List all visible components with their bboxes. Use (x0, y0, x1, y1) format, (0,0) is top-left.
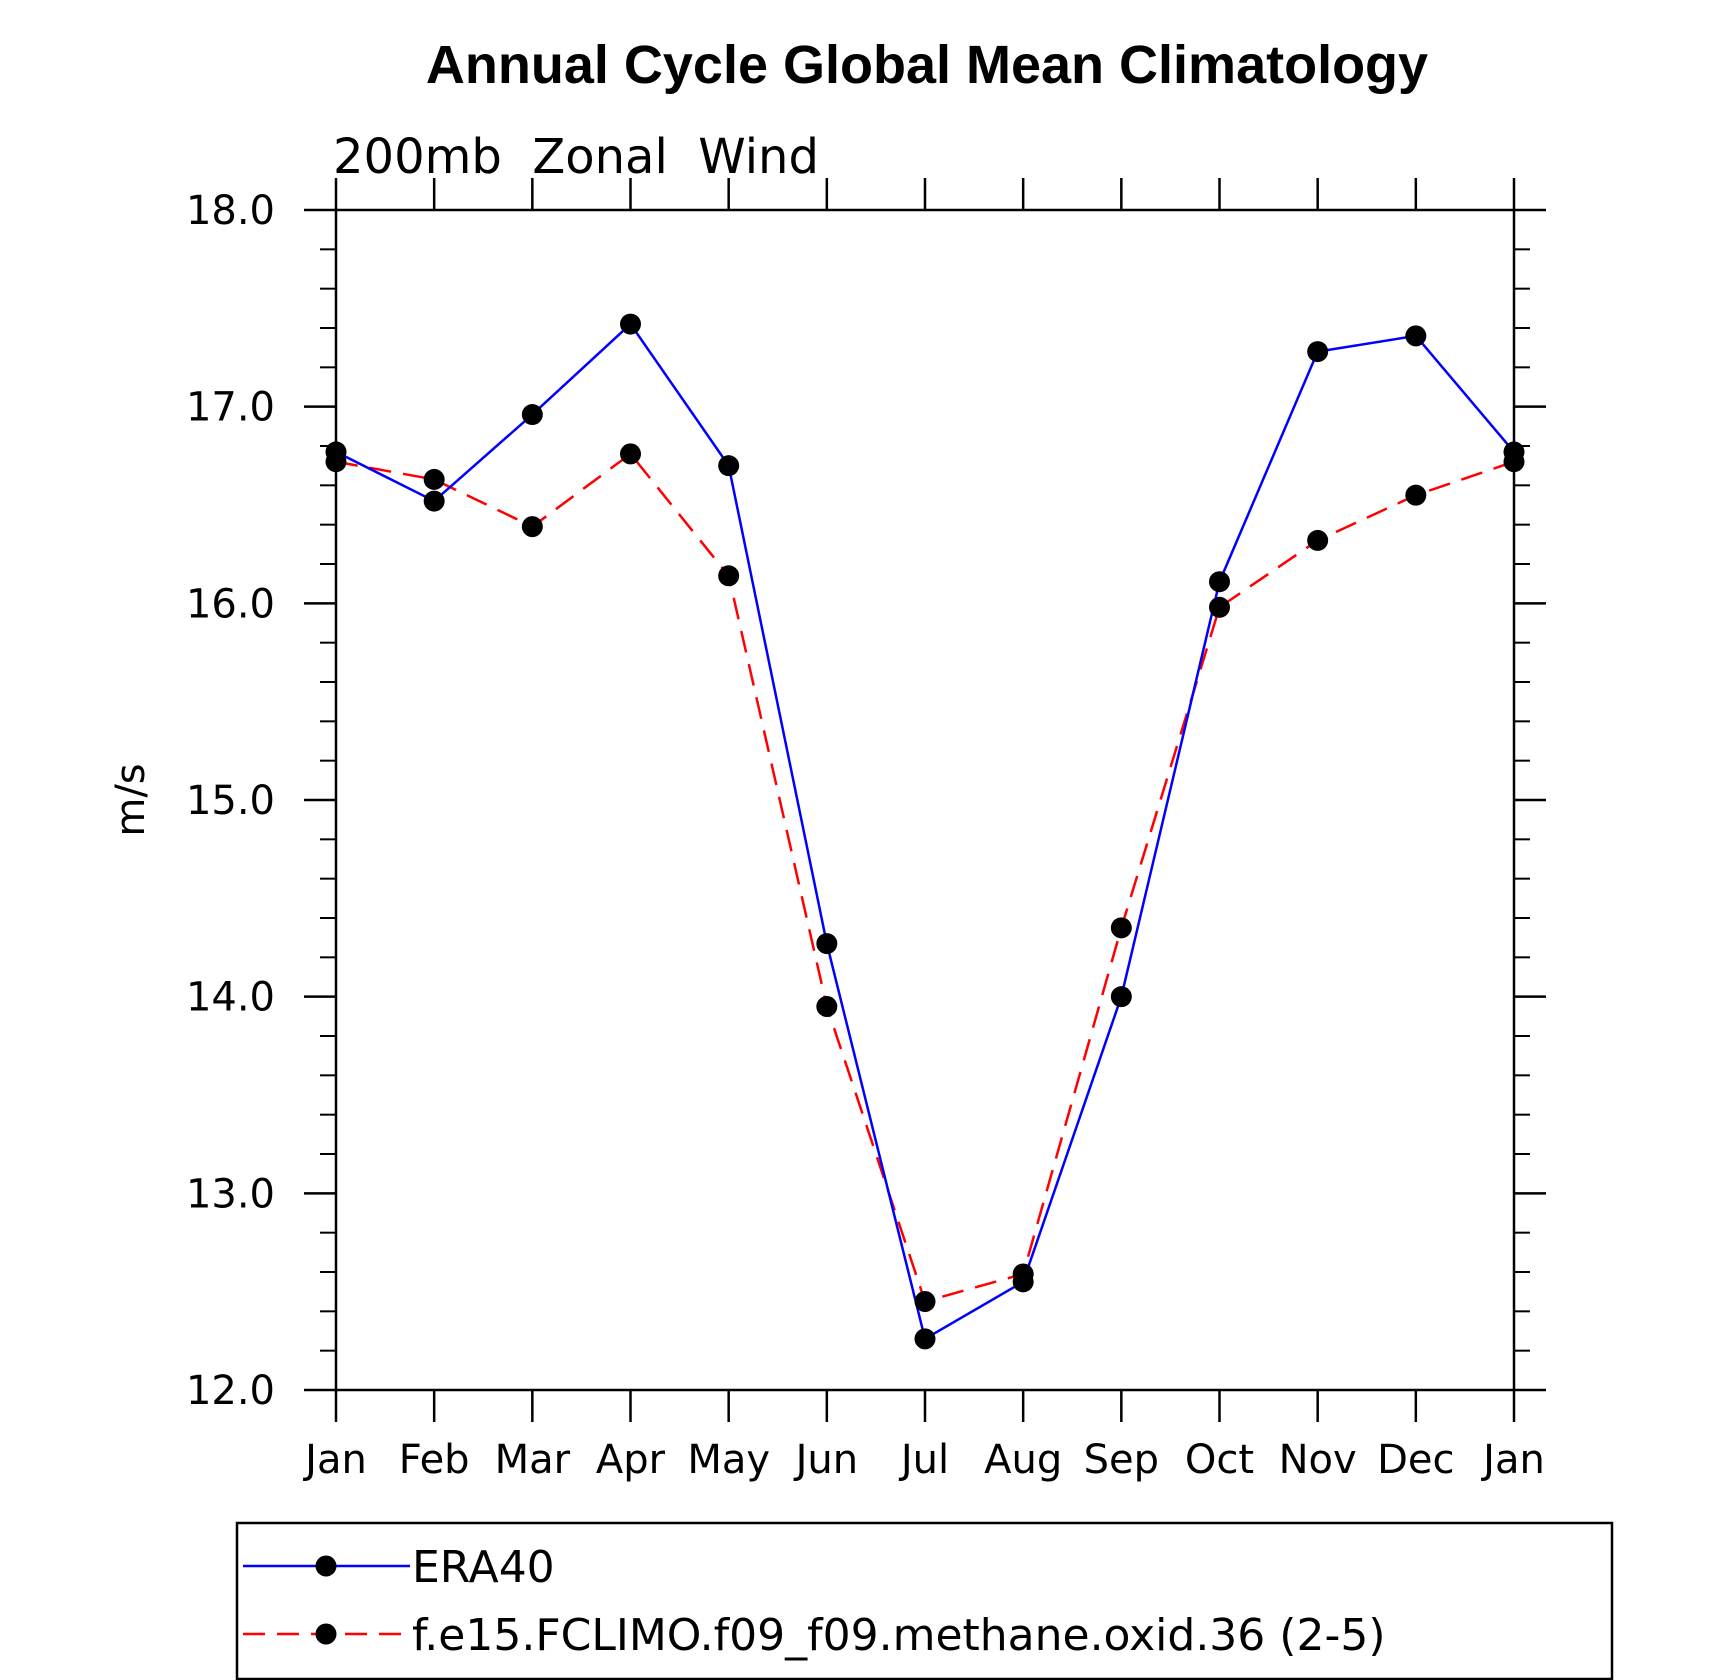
series-0-point (1307, 341, 1329, 363)
legend-marker-0 (315, 1555, 337, 1577)
series-1-point (914, 1291, 936, 1312)
series-0-point (1405, 325, 1427, 347)
series-0-point (816, 933, 838, 955)
series-1-point (1110, 917, 1132, 939)
x-tick-label: Aug (984, 1437, 1062, 1483)
series-1-point (620, 443, 641, 465)
series-1-point (1012, 1263, 1034, 1285)
x-tick-label: Nov (1279, 1437, 1357, 1483)
x-tick-label: Dec (1377, 1437, 1454, 1483)
plot-area: Jan Feb Mar Apr May Jun Jul Aug Sep Oct Nov Dec Jan 1… (186, 178, 1546, 1483)
x-tick-label: Jun (793, 1437, 859, 1483)
legend-marker-1 (315, 1623, 337, 1645)
x-tick-label: Oct (1185, 1437, 1254, 1483)
series-line-1 (335, 452, 1515, 1304)
y-tick-label: 12.0 (186, 1368, 275, 1414)
y-tick-label: 15.0 (186, 778, 275, 824)
x-tick-label: Sep (1084, 1437, 1159, 1483)
series-1-point (1503, 451, 1525, 473)
series-1-point (816, 996, 838, 1017)
series-1-point (521, 516, 543, 538)
series-1-point (718, 565, 740, 587)
x-tick-label: Mar (495, 1437, 571, 1483)
series-0-point (620, 313, 641, 335)
chart-title: Annual Cycle Global Mean Climatology (426, 35, 1428, 95)
series-1-point (1307, 529, 1329, 551)
x-tick-label: Apr (596, 1437, 666, 1483)
x-tick-label: Jan (1480, 1437, 1545, 1483)
plot-frame (334, 208, 1516, 1392)
series-1-point (1209, 596, 1230, 618)
x-tick-label: Jan (302, 1437, 367, 1483)
legend-label-1: f.e15.FCLIMO.f09_f09.methane.oxid.36 (2-… (412, 1610, 1385, 1661)
series-0-point (718, 455, 740, 477)
y-tick-label: 16.0 (186, 581, 275, 627)
legend-box (235, 1521, 1614, 1680)
legend-label-0: ERA40 (412, 1542, 555, 1593)
series-1-point (423, 468, 445, 490)
series-0-point (1110, 986, 1132, 1008)
x-tick-label: Feb (399, 1437, 470, 1483)
y-tick-label: 13.0 (186, 1171, 275, 1217)
x-tick-label: May (687, 1437, 770, 1483)
y-axis-label: m/s (108, 763, 154, 836)
legend: ERA40 f.e15.FCLIMO.f09_f09.methane.oxid.3… (235, 1521, 1614, 1680)
y-tick-label: 18.0 (186, 188, 275, 234)
x-tick-label: Jul (898, 1437, 949, 1483)
chart-subtitle: 200mb Zonal Wind (333, 129, 819, 185)
series-0-point (423, 490, 445, 512)
series-line-0 (335, 322, 1515, 1341)
series-1-point (325, 451, 347, 473)
series-1-point (1405, 484, 1427, 506)
series-0-point (914, 1328, 936, 1350)
series-0-point (521, 404, 543, 426)
series-0-point (1209, 571, 1230, 593)
y-tick-label: 14.0 (186, 975, 275, 1021)
y-tick-label: 17.0 (186, 385, 275, 431)
